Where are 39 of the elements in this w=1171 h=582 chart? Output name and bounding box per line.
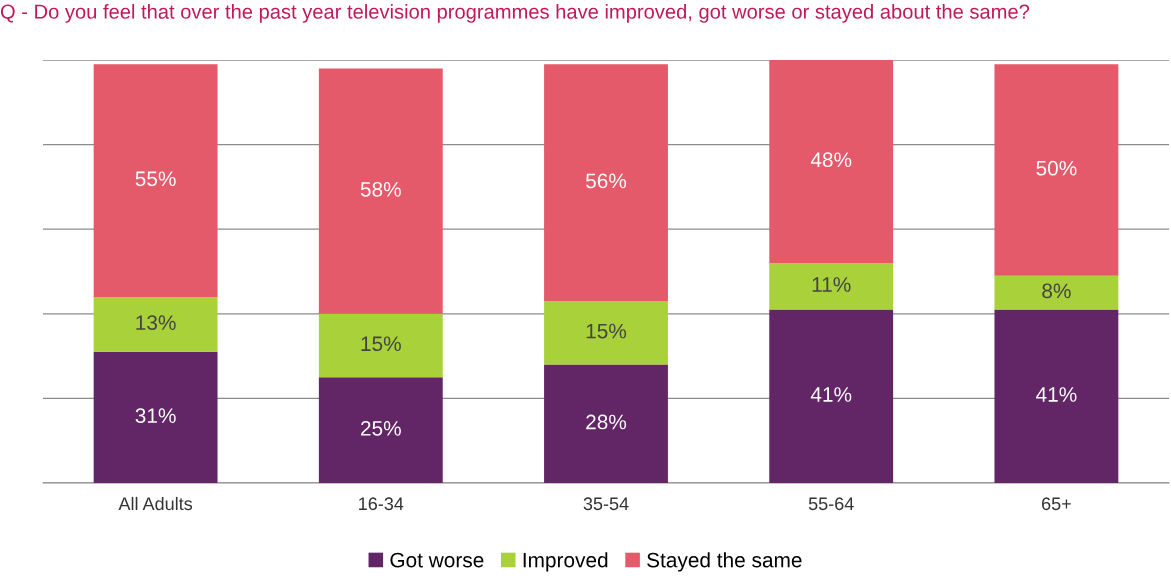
- data-label: 28%: [586, 414, 627, 430]
- bar: [544, 64, 668, 302]
- legend-label: Got worse: [390, 552, 484, 568]
- bar: [544, 301, 668, 365]
- x-tick-label: 65+: [1042, 497, 1071, 511]
- bar: [93, 351, 218, 483]
- chart-title: Q - Do you feel that over the past year television programmes have improved, got worse or stayed about the same?: [0, 4, 1030, 23]
- data-label: 25%: [361, 420, 401, 436]
- data-label: 13%: [136, 315, 176, 330]
- data-label: 41%: [1036, 387, 1077, 402]
- data-label: 8%: [1042, 283, 1071, 299]
- bar: [769, 263, 894, 310]
- bar: [994, 64, 1119, 276]
- x-tick-label: 55-64: [808, 497, 854, 511]
- bar: [994, 275, 1119, 310]
- bar: [769, 309, 894, 483]
- bar: [318, 68, 443, 314]
- data-label: 56%: [585, 173, 627, 189]
- data-label: 50%: [1036, 160, 1077, 176]
- bar: [318, 313, 443, 378]
- bar: [544, 364, 668, 483]
- bar: [769, 60, 894, 264]
- data-label: 15%: [586, 323, 627, 339]
- data-label: 58%: [360, 181, 401, 197]
- data-label: 41%: [810, 387, 852, 402]
- data-label: 11%: [812, 277, 851, 292]
- bar: [318, 377, 443, 483]
- x-tick-label: 16-34: [359, 497, 404, 511]
- data-label: 55%: [135, 171, 176, 187]
- bar: [93, 64, 218, 297]
- legend-label: Stayed the same: [647, 552, 802, 572]
- x-tick-label: 35-54: [583, 497, 629, 511]
- x-tick-label: All Adults: [118, 496, 193, 511]
- data-label: 48%: [810, 152, 852, 168]
- data-label: 31%: [135, 408, 176, 424]
- data-label: 15%: [361, 336, 401, 352]
- bar: [994, 309, 1119, 483]
- bar: [93, 296, 218, 352]
- legend-label: Improved: [523, 552, 608, 572]
